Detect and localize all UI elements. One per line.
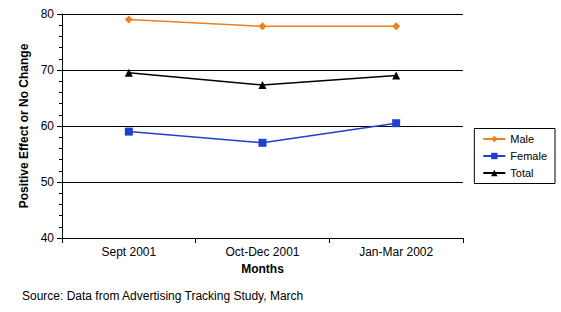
svg-text:Sept 2001: Sept 2001 (101, 245, 156, 259)
svg-text:Positive Effect or No Change: Positive Effect or No Change (17, 43, 31, 208)
svg-text:Oct-Dec 2001: Oct-Dec 2001 (225, 245, 299, 259)
svg-text:Male: Male (510, 133, 534, 145)
svg-text:60: 60 (41, 119, 55, 133)
svg-text:70: 70 (41, 63, 55, 77)
svg-text:Total: Total (510, 167, 533, 179)
svg-text:Female: Female (510, 150, 547, 162)
svg-text:Jan-Mar 2002: Jan-Mar 2002 (359, 245, 433, 259)
svg-text:Months: Months (241, 262, 284, 276)
svg-text:80: 80 (41, 7, 55, 21)
svg-text:40: 40 (41, 231, 55, 245)
svg-text:50: 50 (41, 175, 55, 189)
svg-text:Source: Data from Advertising: Source: Data from Advertising Tracking S… (22, 289, 303, 303)
